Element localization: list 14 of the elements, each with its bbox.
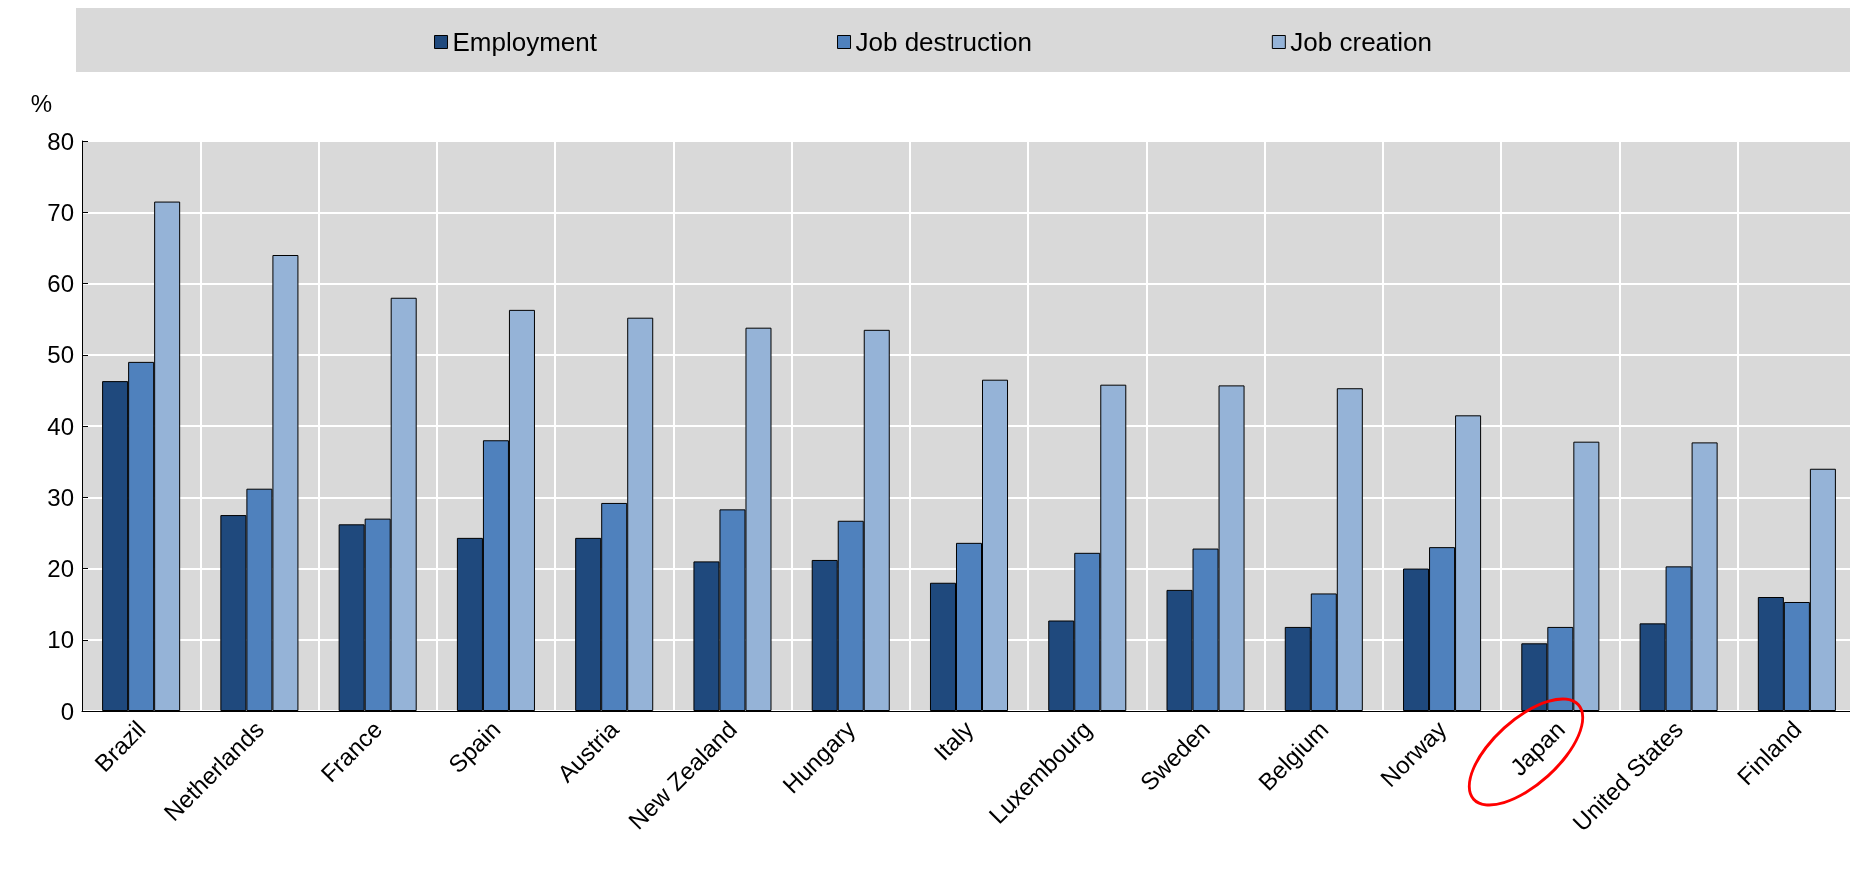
y-tick-label: 50 xyxy=(47,341,74,369)
y-tick-label: 0 xyxy=(60,697,74,725)
legend-label: Job creation xyxy=(1290,27,1432,57)
x-tick-label: Italy xyxy=(928,715,979,766)
legend-label: Employment xyxy=(452,27,598,57)
y-tick-label: 80 xyxy=(47,127,74,155)
y-axis-title: % xyxy=(30,89,52,117)
y-tick-label: 70 xyxy=(47,198,74,226)
y-tick-label: 10 xyxy=(47,626,74,654)
y-tick-label: 60 xyxy=(47,270,74,297)
y-tick-label: 20 xyxy=(47,555,74,582)
y-tick-label: 30 xyxy=(47,483,74,511)
legend-label: Job destruction xyxy=(855,27,1032,57)
y-tick-label: 40 xyxy=(47,412,74,440)
